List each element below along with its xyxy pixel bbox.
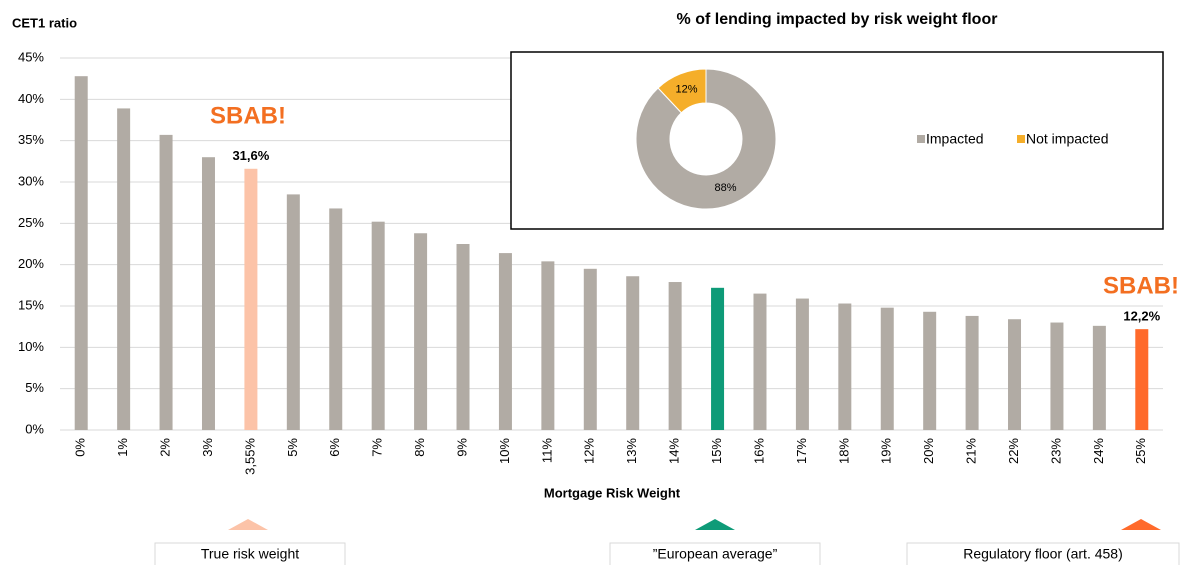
y-tick-label: 15% [18, 297, 44, 312]
x-tick-label: 21% [964, 438, 979, 464]
x-tick-label: 7% [370, 438, 385, 457]
legend-swatch [917, 135, 925, 143]
donut-slice [657, 68, 707, 114]
x-axis-label: Mortgage Risk Weight [544, 485, 681, 500]
bar [923, 311, 937, 430]
callout-box [906, 542, 1180, 565]
x-tick-label: 11% [539, 438, 554, 463]
callout-box [609, 542, 821, 565]
x-tick-label: 17% [794, 438, 809, 464]
x-tick-label: 14% [667, 438, 682, 464]
x-tick-label: 24% [1091, 438, 1106, 464]
bar [795, 298, 809, 430]
bar [1008, 319, 1022, 430]
y-tick-label: 35% [18, 132, 44, 147]
bar [583, 268, 597, 430]
x-tick-label: 13% [624, 438, 639, 464]
x-tick-label: 1% [115, 438, 130, 457]
callout-arrow [695, 519, 735, 530]
inset: 88% 12% Impacted Not impacted [635, 68, 1108, 210]
x-tick-label: 23% [1048, 438, 1063, 464]
bar [1050, 322, 1064, 430]
x-tick-label: 6% [327, 438, 342, 457]
x-tick-label: 8% [412, 438, 427, 457]
bar [626, 276, 640, 430]
x-tick-label: 20% [921, 438, 936, 464]
bar [456, 244, 470, 430]
x-tick-label: 15% [709, 438, 724, 464]
bar [244, 168, 258, 431]
bar [541, 261, 555, 430]
x-tick-label: 0% [73, 438, 88, 457]
callout-arrow [1121, 519, 1161, 530]
x-tick-label: 25% [1133, 438, 1148, 464]
legend-label: Impacted [926, 131, 984, 147]
callout-text: True risk weight [201, 546, 299, 562]
bar [711, 287, 725, 430]
legend-label: Not impacted [1026, 131, 1108, 147]
x-tick-label: 22% [1006, 438, 1021, 464]
y-tick-label: 10% [18, 339, 44, 354]
inset-title: % of lending impacted by risk weight flo… [677, 11, 998, 28]
x-tick-label: 5% [285, 438, 300, 457]
bar [668, 282, 682, 430]
bar [117, 108, 131, 430]
bar [1092, 325, 1106, 430]
bar [498, 253, 512, 430]
annotation: SBAB! [210, 102, 286, 129]
bar [414, 233, 428, 430]
x-tick-label: 19% [879, 438, 894, 464]
x-tick-label: 10% [497, 438, 512, 464]
x-tick-label: 9% [454, 438, 469, 457]
y-tick-label: 45% [18, 49, 44, 64]
bar [753, 293, 767, 430]
x-tick-label: 18% [836, 438, 851, 464]
bar [329, 208, 343, 430]
x-tick-label: 12% [582, 438, 597, 464]
callout-arrow [228, 519, 268, 530]
data-label: 31,6% [232, 148, 269, 163]
x-tick-label: 3% [200, 438, 215, 457]
bar [1135, 329, 1149, 430]
y-tick-label: 40% [18, 91, 44, 106]
donut-slice [635, 68, 777, 210]
callout-text: Regulatory floor (art. 458) [963, 546, 1123, 562]
bar [371, 221, 385, 430]
bar [201, 157, 215, 430]
bar [838, 303, 852, 430]
y-tick-label: 25% [18, 215, 44, 230]
y-tick-label: 20% [18, 256, 44, 271]
bar [965, 315, 979, 430]
callout-text: ”European average” [653, 546, 778, 562]
bar [880, 307, 894, 430]
bar [74, 76, 88, 430]
bar [159, 134, 173, 430]
bar [286, 194, 300, 430]
annotation: SBAB! [1103, 272, 1179, 299]
y-tick-label: 0% [25, 421, 44, 436]
legend-swatch [1017, 135, 1025, 143]
data-label: 12,2% [1123, 309, 1160, 324]
x-tick-label: 2% [157, 438, 172, 457]
inset-frame [510, 51, 1164, 230]
y-axis-label: CET1 ratio [12, 15, 77, 30]
x-tick-label: 16% [751, 438, 766, 464]
data-label: 88% [714, 182, 736, 194]
y-tick-label: 5% [25, 380, 44, 395]
x-tick-label: 3,55% [242, 438, 257, 475]
callout-box [154, 542, 346, 565]
data-label: 12% [675, 84, 697, 96]
y-tick-label: 30% [18, 173, 44, 188]
